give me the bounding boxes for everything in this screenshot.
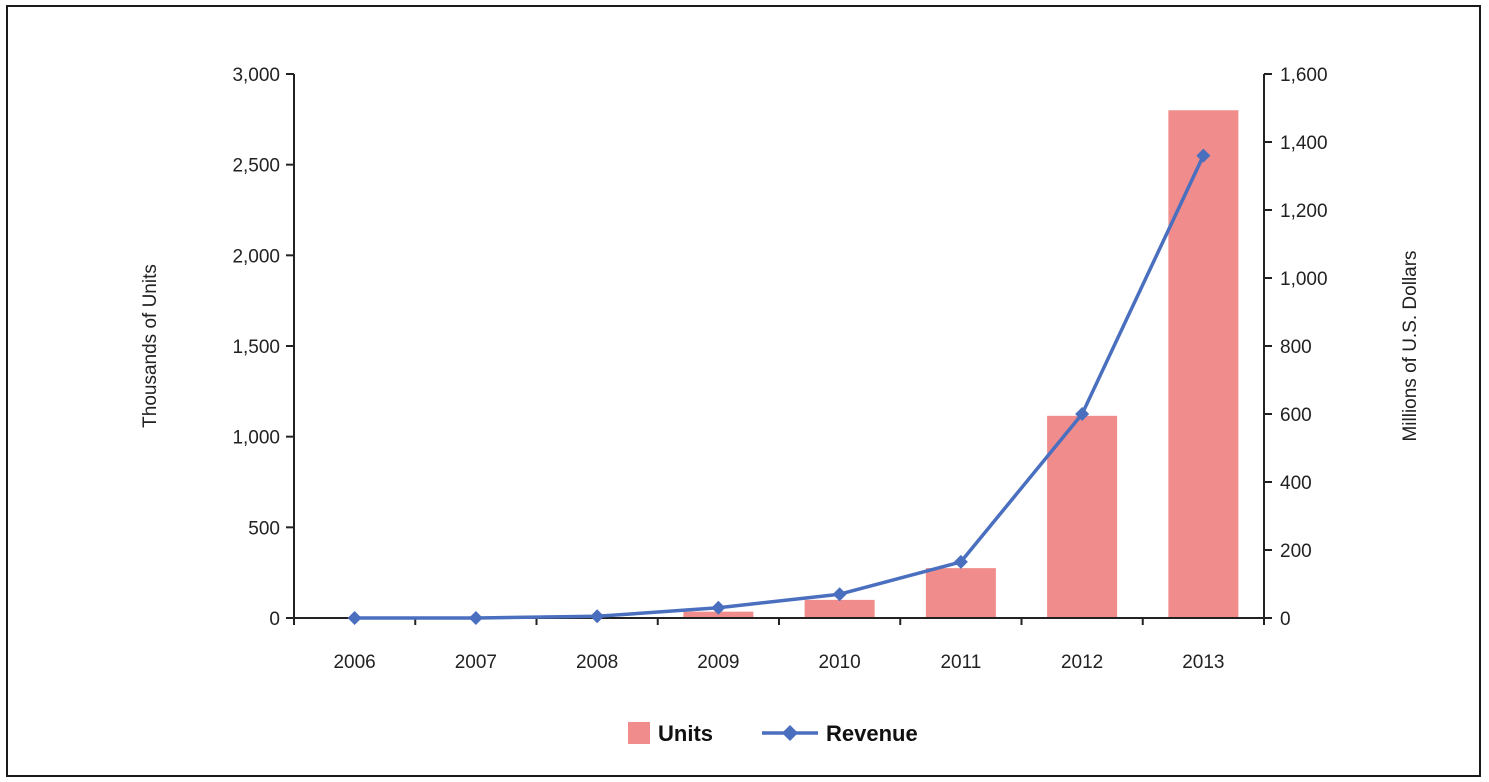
legend-units-swatch xyxy=(628,722,650,744)
revenue-point-2006 xyxy=(347,611,362,625)
revenue-point-2009 xyxy=(711,600,726,615)
x-tick-label: 2006 xyxy=(333,652,375,673)
bar-2011 xyxy=(925,568,996,618)
y-right-tick-label: 400 xyxy=(1280,473,1312,494)
y-right-tick-label: 600 xyxy=(1280,405,1312,426)
x-tick-label: 2013 xyxy=(1182,652,1224,673)
y-left-tick-label: 0 xyxy=(269,609,280,630)
y-right-tick-label: 800 xyxy=(1280,337,1312,358)
revenue-line xyxy=(354,154,1205,620)
revenue-point-2011 xyxy=(953,554,968,569)
x-tick-label: 2010 xyxy=(818,652,860,673)
legend-revenue-label: Revenue xyxy=(826,721,918,746)
y-right-tick-label: 1,200 xyxy=(1280,201,1328,222)
y-left-axis-title: Thousands of Units xyxy=(140,264,161,428)
revenue-point-2008 xyxy=(590,609,605,624)
bar-2010 xyxy=(804,599,875,618)
chart-frame xyxy=(6,5,1481,777)
revenue-point-2007 xyxy=(468,611,483,625)
y-left-tick-label: 1,000 xyxy=(232,428,280,449)
y-left-tick-label: 3,000 xyxy=(232,65,280,86)
revenue-point-2010 xyxy=(832,587,847,602)
y-left-tick-label: 2,500 xyxy=(232,156,280,177)
revenue-point-2012 xyxy=(1075,407,1090,421)
bar-2009 xyxy=(683,611,754,618)
line-layer xyxy=(347,148,1211,625)
y-left-tick-label: 1,500 xyxy=(232,337,280,358)
x-tick-label: 2007 xyxy=(455,652,497,673)
x-tick-label: 2011 xyxy=(940,652,981,673)
legend-units-label: Units xyxy=(658,721,713,746)
y-right-tick-label: 200 xyxy=(1280,541,1312,562)
y-right-axis-title: Millions of U.S. Dollars xyxy=(1400,250,1421,441)
labels-layer: 0 500 1,000 1,500 2,000 2,500 3,000 0 200 400 600 8… xyxy=(140,65,1421,673)
revenue-point-2013 xyxy=(1196,148,1211,163)
y-right-tick-label: 1,400 xyxy=(1280,133,1328,154)
legend: Units Revenue xyxy=(628,721,918,746)
bar-2012 xyxy=(1047,415,1118,618)
legend-revenue-marker xyxy=(782,725,798,741)
x-tick-label: 2009 xyxy=(697,652,739,673)
y-right-tick-label: 1,600 xyxy=(1280,65,1328,86)
x-tick-label: 2012 xyxy=(1061,652,1103,673)
y-left-tick-label: 500 xyxy=(248,518,280,539)
y-right-tick-label: 0 xyxy=(1280,609,1291,630)
axes-layer xyxy=(286,73,1272,625)
bars-layer xyxy=(562,110,1239,619)
y-right-tick-label: 1,000 xyxy=(1280,269,1328,290)
bar-2013 xyxy=(1168,110,1239,619)
x-tick-label: 2008 xyxy=(576,652,618,673)
y-left-tick-label: 2,000 xyxy=(232,246,280,267)
